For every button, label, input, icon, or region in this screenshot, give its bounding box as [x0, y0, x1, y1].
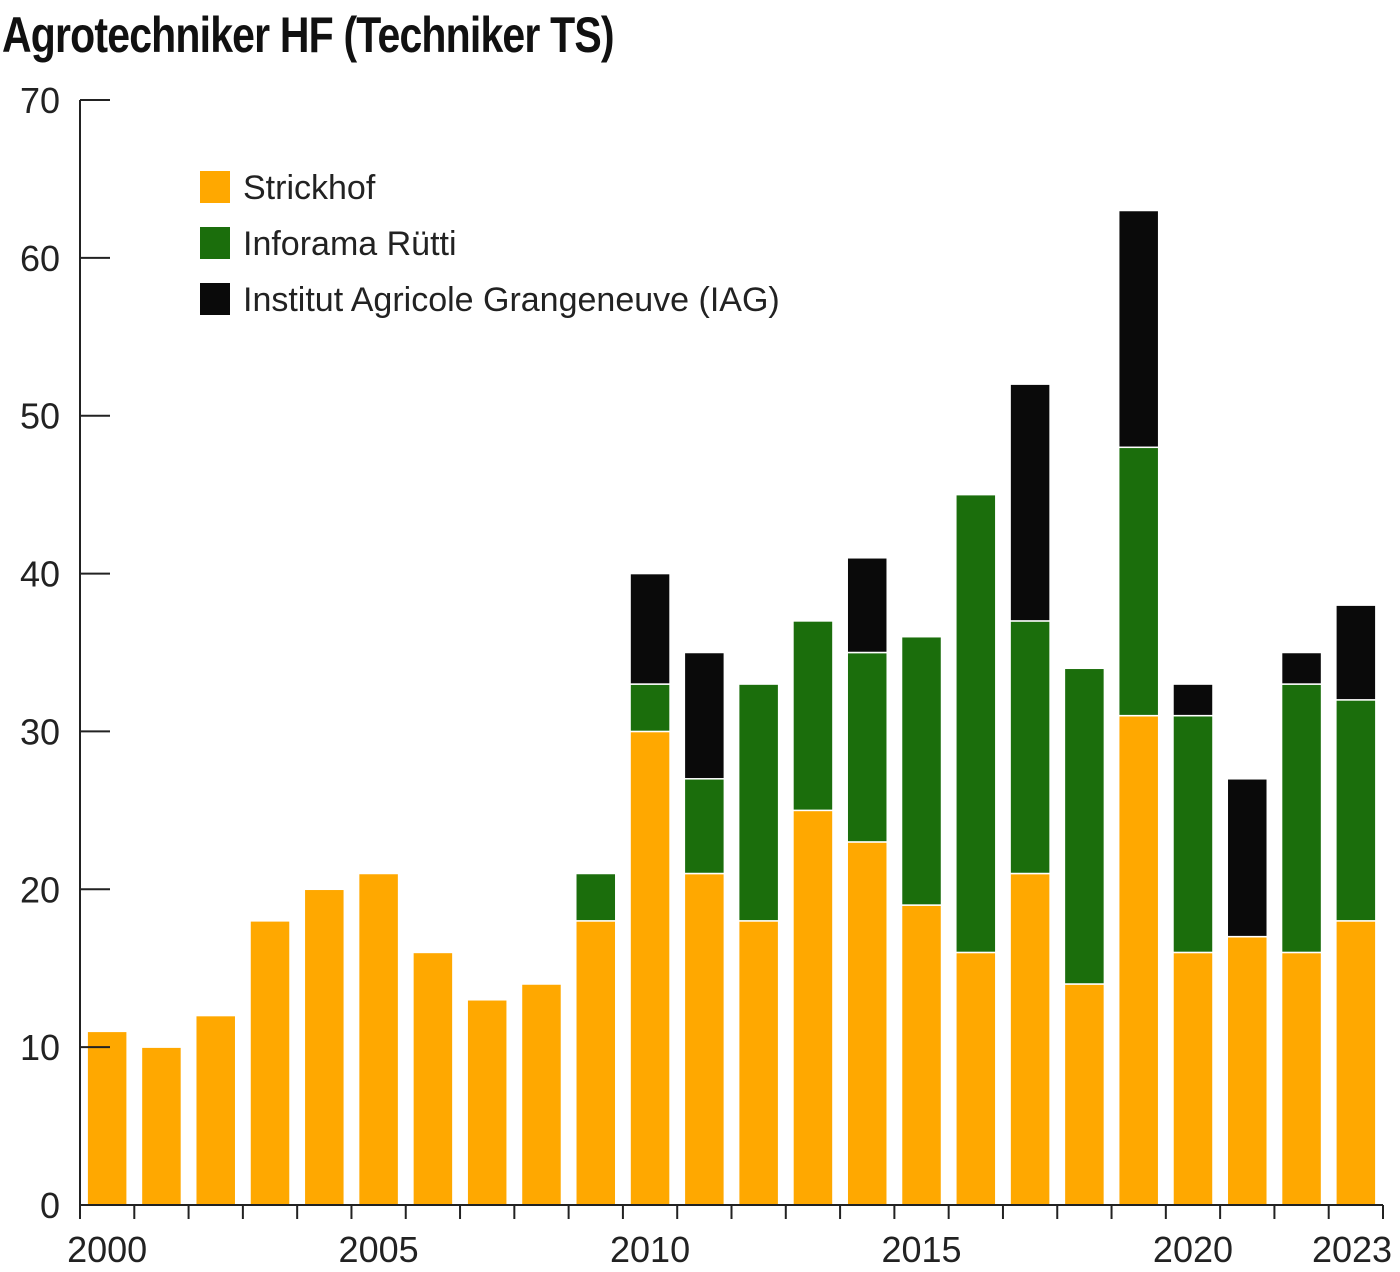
- bar-2012-series-1: [737, 683, 780, 922]
- bar-2020-series-2: [1172, 683, 1214, 717]
- y-tick-label: 10: [20, 1027, 60, 1068]
- bar-2010-series-1: [629, 683, 671, 733]
- bar-2017-series-0: [1009, 872, 1051, 1206]
- y-tick-label: 50: [20, 396, 60, 437]
- legend-label-0: Strickhof: [243, 169, 376, 207]
- bar-2009-series-1: [575, 872, 617, 922]
- bar-2023-series-0: [1335, 920, 1377, 1206]
- y-tick-label: 70: [20, 80, 60, 121]
- legend-swatch-1: [200, 227, 230, 259]
- x-tick-label: 2023: [1312, 1229, 1392, 1270]
- bar-2021-series-2: [1226, 778, 1269, 938]
- bar-2019-series-0: [1117, 714, 1160, 1206]
- bar-2017-series-1: [1009, 620, 1051, 875]
- y-tick-label: 60: [20, 238, 60, 279]
- bar-2004-series-0: [303, 888, 346, 1206]
- bar-2010-series-0: [629, 730, 671, 1206]
- bar-2014-series-0: [846, 841, 888, 1206]
- bar-2007-series-0: [466, 999, 508, 1206]
- y-tick-label: 30: [20, 711, 60, 752]
- x-tick-label: 2000: [67, 1229, 147, 1270]
- y-tick-label: 20: [20, 869, 60, 910]
- bar-2015-series-1: [900, 635, 943, 906]
- bar-2008-series-0: [520, 983, 563, 1206]
- bar-2018-series-0: [1063, 983, 1106, 1206]
- bar-2011-series-1: [683, 778, 726, 875]
- x-tick-label: 2005: [339, 1229, 419, 1270]
- legend-label-2: Institut Agricole Grangeneuve (IAG): [243, 281, 780, 319]
- bar-2011-series-0: [683, 872, 726, 1206]
- y-tick-label: 0: [40, 1185, 60, 1226]
- bar-2005-series-0: [357, 872, 400, 1206]
- chart-title: Agrotechniker HF (Techniker TS): [2, 7, 615, 63]
- legend-swatch-2: [200, 283, 230, 315]
- bar-2002-series-0: [194, 1014, 237, 1206]
- legend-label-1: Inforama Rütti: [243, 225, 457, 263]
- bar-2017-series-2: [1009, 383, 1051, 622]
- bar-2022-series-0: [1280, 951, 1323, 1206]
- bar-2013-series-0: [792, 809, 834, 1206]
- bar-2010-series-2: [629, 572, 671, 685]
- bar-2022-series-1: [1280, 683, 1323, 954]
- bar-2000-series-0: [86, 1030, 128, 1206]
- bar-2016-series-1: [955, 493, 997, 954]
- bar-2023-series-2: [1335, 604, 1377, 701]
- bar-2020-series-1: [1172, 714, 1214, 954]
- bar-2021-series-0: [1226, 935, 1269, 1206]
- bar-2001-series-0: [140, 1046, 183, 1206]
- bar-2022-series-2: [1280, 651, 1323, 685]
- bar-2003-series-0: [249, 920, 291, 1206]
- bar-2015-series-0: [900, 904, 943, 1206]
- bar-2019-series-2: [1117, 209, 1160, 449]
- bar-2006-series-0: [412, 951, 454, 1206]
- bar-2016-series-0: [955, 951, 997, 1206]
- bar-2011-series-2: [683, 651, 726, 780]
- bar-2012-series-0: [737, 920, 780, 1206]
- y-tick-label: 40: [20, 554, 60, 595]
- bar-2019-series-1: [1117, 446, 1160, 717]
- x-tick-label: 2020: [1153, 1229, 1233, 1270]
- bar-2014-series-2: [846, 557, 888, 654]
- bar-2014-series-1: [846, 651, 888, 843]
- bar-2020-series-0: [1172, 951, 1214, 1206]
- legend-swatch-0: [200, 171, 230, 203]
- bar-2009-series-0: [575, 920, 617, 1206]
- bar-2018-series-1: [1063, 667, 1106, 985]
- x-tick-label: 2015: [881, 1229, 961, 1270]
- bar-2013-series-1: [792, 620, 834, 812]
- x-tick-label: 2010: [610, 1229, 690, 1270]
- bar-2023-series-1: [1335, 699, 1377, 922]
